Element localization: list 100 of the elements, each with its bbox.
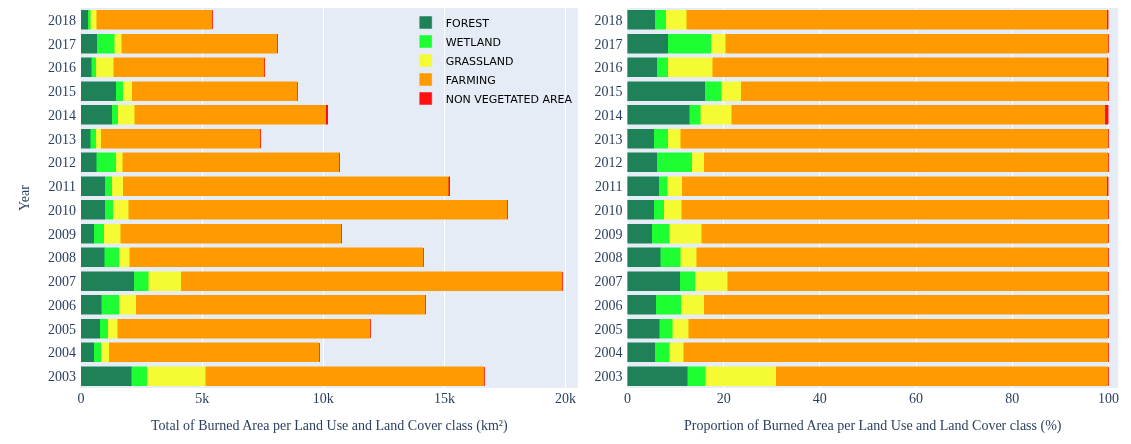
bar bbox=[710, 33, 726, 54]
bar bbox=[668, 57, 713, 78]
bar bbox=[627, 176, 660, 196]
bar bbox=[131, 366, 148, 386]
y-tick-label: 2003 bbox=[48, 369, 76, 385]
bar bbox=[687, 366, 707, 386]
x-tick-label: 0 bbox=[624, 391, 631, 406]
bar bbox=[81, 342, 95, 363]
bar bbox=[695, 271, 728, 291]
bar bbox=[90, 10, 98, 30]
bar bbox=[101, 342, 110, 363]
bar bbox=[81, 271, 135, 291]
y-tick-label: 2018 bbox=[48, 12, 76, 28]
bar bbox=[81, 128, 91, 149]
bar bbox=[627, 10, 656, 30]
bar bbox=[668, 128, 682, 149]
bar bbox=[121, 33, 278, 54]
bar bbox=[134, 105, 327, 125]
bar bbox=[667, 176, 683, 196]
y-tick-label: 2008 bbox=[48, 250, 76, 266]
y-tick-label: 2005 bbox=[594, 321, 623, 337]
bar bbox=[627, 295, 657, 315]
bar bbox=[669, 223, 702, 244]
bar bbox=[148, 271, 182, 291]
bar bbox=[672, 318, 689, 339]
bar bbox=[658, 176, 669, 196]
bar bbox=[627, 81, 706, 101]
bar bbox=[81, 176, 106, 196]
y-tick-label: 2015 bbox=[594, 84, 623, 100]
bar bbox=[651, 223, 671, 244]
bar bbox=[105, 200, 114, 220]
bar bbox=[135, 295, 427, 315]
bar bbox=[117, 318, 371, 339]
bar bbox=[669, 342, 685, 363]
bar bbox=[96, 152, 117, 173]
bar bbox=[96, 10, 213, 30]
bar bbox=[686, 10, 1108, 30]
bar bbox=[666, 10, 687, 30]
y-tick-label: 2016 bbox=[594, 60, 623, 76]
bar bbox=[775, 366, 1109, 386]
bar bbox=[704, 152, 1109, 173]
y-tick-label: 2014 bbox=[48, 107, 76, 123]
bar bbox=[81, 295, 102, 315]
bar bbox=[146, 366, 207, 386]
bar bbox=[680, 247, 697, 268]
y-tick-label: 2005 bbox=[48, 321, 76, 337]
bar bbox=[654, 200, 665, 220]
bar bbox=[129, 247, 424, 268]
bar bbox=[725, 33, 1109, 54]
bar bbox=[93, 342, 102, 363]
bar bbox=[81, 247, 105, 268]
y-tick-label: 2015 bbox=[48, 84, 76, 100]
x-tick-label: 0 bbox=[77, 391, 85, 406]
bar bbox=[132, 81, 298, 101]
bar bbox=[122, 152, 340, 173]
bar bbox=[731, 105, 1106, 125]
bar bbox=[701, 223, 1109, 244]
bar bbox=[656, 295, 682, 315]
bar bbox=[627, 366, 688, 386]
bar bbox=[96, 33, 116, 54]
bar bbox=[94, 223, 105, 244]
y-tick-label: 2003 bbox=[594, 369, 623, 385]
bar bbox=[113, 57, 266, 78]
bar bbox=[627, 200, 655, 220]
x-tick-label: 100 bbox=[1097, 391, 1119, 406]
bar bbox=[627, 152, 658, 173]
bar bbox=[681, 295, 705, 315]
bar bbox=[712, 57, 1108, 78]
bar bbox=[114, 33, 122, 54]
y-tick-label: 2011 bbox=[48, 179, 76, 195]
y-tick-label: 2018 bbox=[594, 12, 623, 28]
bar bbox=[627, 223, 653, 244]
bar bbox=[681, 200, 1109, 220]
bar bbox=[119, 295, 137, 315]
bar bbox=[113, 200, 130, 220]
bar bbox=[112, 176, 124, 196]
bar bbox=[81, 152, 98, 173]
bar bbox=[682, 176, 1108, 196]
bar bbox=[81, 57, 93, 78]
y-tick-label: 2004 bbox=[48, 345, 76, 361]
bar bbox=[101, 295, 120, 315]
y-tick-label: 2012 bbox=[48, 155, 76, 171]
bar bbox=[705, 366, 777, 386]
x-axis-title: Total of Burned Area per Land Use and Land Cover class (km²) bbox=[151, 418, 508, 435]
bar bbox=[91, 57, 97, 78]
bar bbox=[705, 81, 722, 101]
bar bbox=[659, 318, 673, 339]
x-tick-label: 5k bbox=[195, 391, 210, 406]
y-tick-label: 2011 bbox=[595, 179, 623, 195]
bar bbox=[118, 247, 131, 268]
y-tick-label: 2012 bbox=[594, 155, 623, 171]
bar bbox=[123, 81, 133, 101]
bar bbox=[112, 105, 119, 125]
bar bbox=[627, 33, 669, 54]
bar bbox=[627, 271, 681, 291]
bar bbox=[680, 128, 1109, 149]
bar bbox=[660, 247, 682, 268]
bar bbox=[116, 81, 124, 101]
y-tick-label: 2007 bbox=[48, 274, 76, 290]
bar bbox=[689, 105, 701, 125]
